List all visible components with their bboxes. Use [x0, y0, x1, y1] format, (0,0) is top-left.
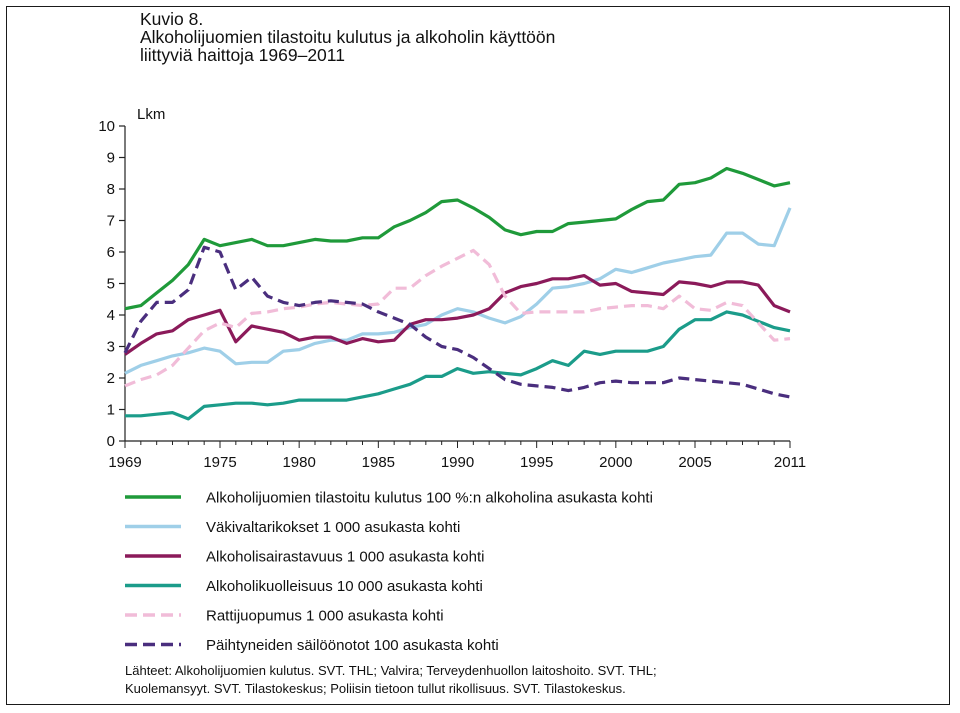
series-line-5 — [124, 248, 791, 388]
x-tick-label: 2005 — [678, 454, 711, 471]
y-tick-label: 1 — [107, 402, 115, 419]
x-tick-label: 1969 — [108, 454, 141, 471]
y-tick-label: 10 — [98, 118, 115, 135]
y-tick-label: 4 — [107, 307, 115, 324]
x-tick-label: 1985 — [362, 454, 395, 471]
chart-title-line-2: liittyviä haittoja 1969–2011 — [140, 45, 345, 65]
y-tick-label: 9 — [107, 150, 115, 167]
legend-label-3: Alkoholisairastavuus 1 000 asukasta koht… — [206, 549, 485, 566]
y-tick-label: 5 — [107, 276, 115, 293]
series-line-4 — [125, 310, 791, 421]
x-tick-label: 1975 — [203, 454, 236, 471]
series-line-1 — [124, 166, 791, 311]
y-tick-label: 7 — [107, 213, 115, 230]
x-tick-label: 1990 — [441, 454, 474, 471]
x-tick-label: 1980 — [282, 454, 315, 471]
y-tick-label: 2 — [107, 370, 115, 387]
y-tick-label: 3 — [107, 339, 115, 356]
legend-label-2: Väkivaltarikokset 1 000 asukasta kohti — [206, 519, 460, 536]
legend-label-5: Rattijuopumus 1 000 asukasta kohti — [206, 608, 444, 625]
chart-series — [123, 166, 792, 421]
y-axis-label: Lkm — [137, 106, 165, 123]
slide-frame — [6, 6, 950, 705]
sources-line-1: Lähteet: Alkoholijuomien kulutus. SVT. T… — [125, 663, 657, 678]
series-line-6 — [123, 245, 791, 399]
legend-label-6: Päihtyneiden säilöönotot 100 asukasta ko… — [206, 637, 499, 654]
figure-label: Kuvio 8. — [140, 9, 204, 29]
series-line-3 — [124, 274, 791, 356]
sources-note: Lähteet: Alkoholijuomien kulutus. SVT. T… — [125, 662, 657, 698]
chart-legend: Alkoholijuomien tilastoitu kulutus 100 %… — [125, 490, 653, 654]
y-tick-label: 8 — [107, 181, 115, 198]
legend-label-4: Alkoholikuolleisuus 10 000 asukasta koht… — [206, 578, 483, 595]
x-tick-label: 1995 — [520, 454, 553, 471]
chart-heading: Kuvio 8. Alkoholijuomien tilastoitu kulu… — [140, 10, 555, 64]
sources-line-2: Kuolemansyyt. SVT. Tilastokeskus; Poliis… — [125, 681, 626, 696]
series-line-2 — [124, 207, 792, 375]
legend-label-1: Alkoholijuomien tilastoitu kulutus 100 %… — [206, 490, 653, 507]
x-tick-label: 2000 — [599, 454, 632, 471]
y-tick-label: 0 — [107, 433, 115, 450]
x-tick-label: 2011 — [774, 454, 806, 471]
chart-title-line-1: Alkoholijuomien tilastoitu kulutus ja al… — [140, 27, 556, 47]
chart-axes: Lkm 0 1 2 3 4 5 6 7 8 9 10 1969 1975 1980 1985 1990 1995 2… — [98, 106, 806, 471]
y-tick-label: 6 — [107, 244, 115, 261]
